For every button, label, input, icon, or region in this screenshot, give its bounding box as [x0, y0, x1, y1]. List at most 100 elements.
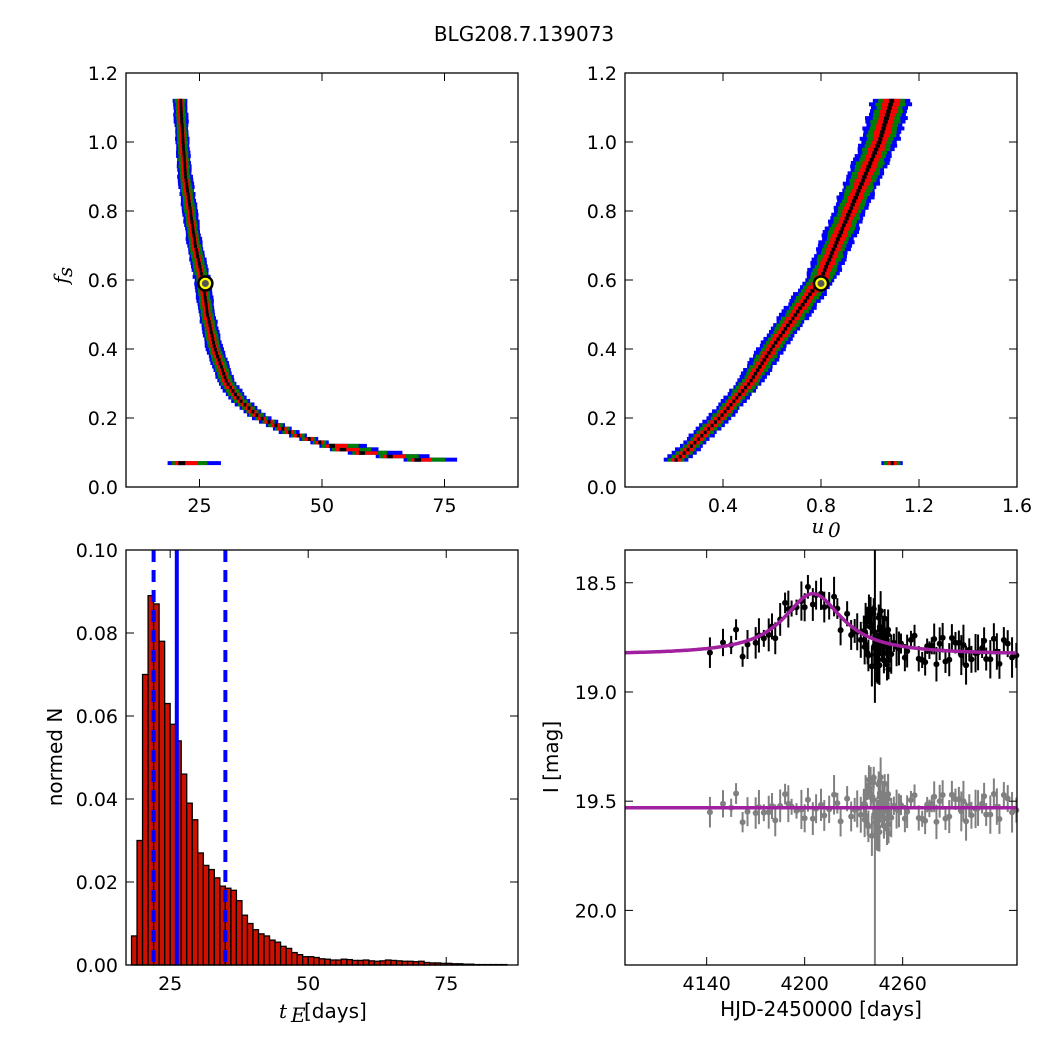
histogram-bar [285, 947, 293, 966]
residual-point [981, 793, 988, 800]
density-cell [803, 298, 808, 303]
density-cell [218, 361, 222, 366]
y-tick-label: 0.10 [76, 540, 118, 562]
residual-point [931, 793, 938, 800]
density-cell [203, 295, 207, 300]
histogram-bar [241, 914, 249, 966]
density-cell [682, 450, 686, 455]
data-point [744, 641, 751, 648]
y-tick-label: 0.6 [587, 270, 617, 292]
histogram-bar [268, 939, 276, 966]
histogram-bar [257, 933, 265, 966]
histogram-bar [335, 959, 342, 966]
density-cell [764, 354, 769, 359]
residual-point [936, 798, 943, 805]
x-tick-label: 4260 [878, 973, 926, 995]
histogram-bar [252, 929, 260, 966]
density-cell [868, 160, 873, 165]
density-cell [183, 167, 187, 172]
density-cell [805, 295, 810, 300]
density-cell [190, 219, 194, 224]
density-cell [778, 333, 783, 338]
density-cell [198, 264, 202, 269]
density-cell [710, 423, 714, 428]
figure-title: BLG208.7.139073 [434, 22, 614, 46]
density-cell [743, 385, 748, 390]
density-cell [206, 316, 210, 321]
density-cell [753, 371, 758, 376]
density-cell [825, 261, 830, 265]
density-cell [808, 292, 812, 297]
density-cell [786, 323, 790, 328]
density-cell [267, 419, 271, 424]
density-cell [288, 430, 292, 435]
density-cell [251, 409, 255, 414]
data-point [874, 662, 881, 669]
density-cell [869, 157, 874, 162]
density-cell [411, 457, 432, 462]
y-tick-label: 0.0 [587, 477, 617, 499]
density-cell [184, 174, 188, 179]
residual-point [760, 809, 767, 816]
density-cell [846, 212, 851, 217]
density-cell [216, 354, 220, 359]
data-point [881, 650, 888, 657]
density-cell [189, 212, 193, 217]
density-cell [186, 192, 190, 196]
density-cell [382, 454, 406, 459]
density-cell [732, 399, 736, 403]
density-cell [243, 402, 247, 407]
density-cell [197, 261, 201, 265]
density-cell [882, 123, 887, 127]
density-cell [189, 216, 193, 221]
histogram-bar [202, 864, 210, 966]
histogram-bar [279, 945, 287, 966]
density-cell [822, 267, 827, 272]
residual-point [870, 774, 877, 781]
residual-point [987, 811, 994, 818]
density-cell [236, 395, 240, 400]
density-cell [798, 305, 803, 310]
density-cell [769, 347, 773, 352]
density-cell [781, 330, 785, 334]
density-cell [191, 223, 195, 228]
best-fit-marker-center [201, 279, 209, 287]
density-cell [783, 326, 788, 331]
y-tick-label: 0.4 [88, 339, 118, 361]
density-cell [211, 336, 215, 341]
density-cell [196, 257, 200, 262]
residual-point [867, 794, 874, 801]
y-axis-label-subscript: s [53, 267, 77, 277]
density-cell [181, 143, 185, 148]
density-cell [865, 167, 870, 172]
density-cell [185, 185, 189, 190]
density-cell [181, 136, 185, 141]
density-cell [205, 309, 209, 314]
histogram-bar [324, 958, 331, 966]
data-point [867, 624, 874, 631]
density-cell [185, 181, 189, 186]
density-cell [854, 192, 860, 196]
x-axis-label: u [812, 514, 825, 538]
density-cell [866, 164, 872, 169]
density-cell [181, 140, 185, 145]
residual-point [809, 815, 816, 822]
histogram-bar [329, 959, 337, 966]
residual-point [865, 776, 872, 783]
data-point [876, 623, 883, 630]
density-cell [849, 205, 854, 210]
x-tick-label: 0.8 [806, 495, 836, 517]
histogram-bar [362, 959, 370, 966]
density-cell [209, 326, 213, 331]
data-point [863, 642, 870, 649]
histogram-bar [307, 956, 315, 966]
histogram-bar [130, 935, 138, 966]
density-cell [788, 319, 793, 324]
density-cell [174, 461, 198, 466]
x-tick-label: 50 [296, 973, 320, 995]
density-cell [274, 423, 278, 428]
density-cell [184, 178, 188, 183]
density-cell [735, 395, 739, 400]
density-cell [678, 454, 682, 459]
